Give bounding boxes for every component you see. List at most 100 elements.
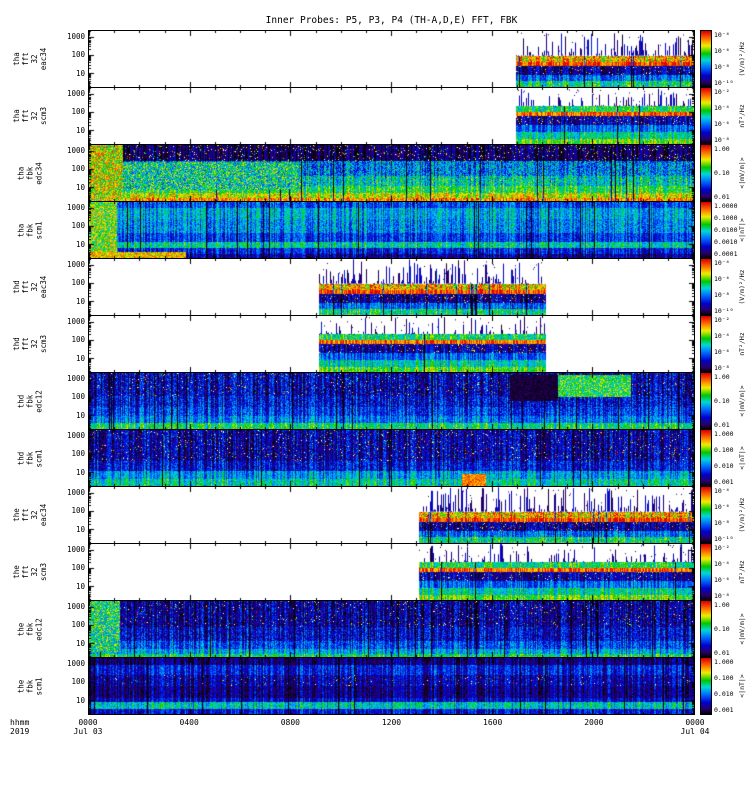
freq-tick-label: 100 [71, 278, 85, 288]
freq-tick-label: 1000 [66, 145, 85, 155]
freq-tick-label: 100 [71, 563, 85, 573]
panel-label-the_fft_32_scm3: the fft 32 scm3 [12, 543, 48, 601]
spectrogram-panel-the_fft_32_eac34 [88, 486, 695, 544]
colorbar-the_fbk_edc12 [700, 600, 712, 658]
freq-tick-label: 100 [71, 221, 85, 231]
panel-label-line: fbk [25, 622, 35, 636]
spectrogram-canvas-tha_fft_32_eac34 [89, 31, 694, 87]
unit-label-tha_fft_32_eac34: (V/m)²/Hz [738, 41, 746, 77]
freq-tick-label: 10 [75, 126, 85, 135]
colorbar-tick-label: 10⁻⁴ [714, 487, 730, 495]
spectrogram-panel-thd_fbk_scm1 [88, 429, 695, 487]
spectrogram-canvas-tha_fbk_scm1 [89, 202, 694, 258]
panel-label-thd_fft_32_eac34: thd fft 32 eac34 [12, 258, 48, 316]
colorbar-tick-label: 10⁻⁶ [714, 47, 730, 55]
freq-tick-label: 100 [71, 392, 85, 402]
colorbar-tick-label: 10⁻¹⁰ [714, 307, 734, 315]
spectrogram-panel-the_fbk_edc12 [88, 600, 695, 658]
panel-label-line: 32 [30, 510, 39, 520]
colorbar-tick-label: 0.001 [714, 478, 734, 486]
unit-label-the_fbk_edc12: <|mV/m|> [738, 613, 746, 645]
panel-label-line: fft [21, 280, 30, 294]
freq-tick-label: 10 [75, 69, 85, 78]
colorbar-canvas [701, 544, 711, 600]
colorbar-tick-label: 1.00 [714, 373, 730, 381]
time-tick-label: 1200 [381, 718, 402, 727]
panel-label-the_fbk_scm1: the fbk scm1 [17, 657, 44, 715]
panel-label-line: the [12, 508, 21, 522]
colorbar-tick-label: 10⁻⁴ [714, 560, 730, 568]
panel-label-tha_fbk_scm1: tha fbk scm1 [17, 201, 44, 259]
unit-label-thd_fft_32_scm3: nT²/Hz [738, 332, 746, 356]
colorbar-tick-label: 0.01 [714, 421, 730, 429]
colorbar-tick-label: 0.01 [714, 193, 730, 201]
freq-tick-label: 1000 [66, 316, 85, 326]
freq-tick-label: 100 [71, 677, 85, 687]
panel-label-line: tha [16, 223, 26, 237]
panel-label-line: fft [21, 52, 30, 66]
colorbar-tick-label: 10⁻⁶ [714, 275, 730, 283]
colorbar-tick-label: 10⁻⁴ [714, 104, 730, 112]
freq-tick-label: 1000 [66, 487, 85, 497]
colorbar-canvas [701, 601, 711, 657]
colorbar-tick-label: 10⁻² [714, 316, 730, 324]
panel-label-tha_fbk_edc34: tha fbk edc34 [17, 144, 44, 202]
colorbar-tick-label: 0.010 [714, 690, 734, 698]
panel-label-line: edc34 [34, 161, 44, 185]
panel-label-the_fft_32_eac34: the fft 32 eac34 [12, 486, 48, 544]
colorbar-canvas [701, 430, 711, 486]
panel-label-line: scm3 [39, 562, 48, 582]
unit-label-tha_fbk_scm1: <|nT|> [738, 218, 746, 242]
spectrogram-canvas-tha_fbk_edc34 [89, 145, 694, 201]
colorbar-canvas [701, 316, 711, 372]
panel-label-line: eac34 [39, 47, 48, 71]
colorbar-tick-label: 1.00 [714, 601, 730, 609]
panel-label-line: the [16, 679, 26, 693]
panel-label-line: thd [12, 337, 21, 351]
time-format-label: hhmm [10, 718, 30, 727]
colorbar-canvas [701, 145, 711, 201]
panel-label-line: the [16, 622, 26, 636]
colorbar-tick-label: 10⁻¹⁰ [714, 79, 734, 87]
freq-tick-label: 100 [71, 506, 85, 516]
spectrogram-canvas-the_fbk_scm1 [89, 658, 694, 714]
freq-tick-label: 10 [75, 468, 85, 477]
panel-label-line: scm1 [34, 676, 44, 696]
freq-tick-label: 100 [71, 620, 85, 630]
spectrogram-panel-thd_fft_32_scm3 [88, 315, 695, 373]
colorbar-canvas [701, 259, 711, 315]
time-tick-label: 1600 [483, 718, 503, 727]
spectrogram-canvas-thd_fbk_edc12 [89, 373, 694, 429]
freq-tick-label: 10 [75, 525, 85, 534]
colorbar-tick-label: 0.100 [714, 446, 734, 454]
panel-label-line: 32 [30, 54, 39, 64]
spectrogram-canvas-thd_fft_32_scm3 [89, 316, 694, 372]
freq-tick-label: 100 [71, 107, 85, 117]
colorbar-tha_fft_32_scm3 [700, 87, 712, 145]
colorbar-the_fft_32_scm3 [700, 543, 712, 601]
time-tick-label: 0000 [78, 718, 98, 727]
spectrogram-canvas-thd_fbk_scm1 [89, 430, 694, 486]
date-start-label: Jul 03 [73, 727, 103, 736]
panel-label-line: fbk [25, 679, 35, 693]
freq-tick-label: 1000 [66, 31, 85, 41]
colorbar-tick-label: 0.1000 [714, 214, 738, 222]
spectrogram-panel-thd_fbk_edc12 [88, 372, 695, 430]
colorbar-tick-label: 10⁻⁶ [714, 348, 730, 356]
panel-label-line: 32 [30, 282, 39, 292]
freq-tick-label: 1000 [66, 601, 85, 611]
date-end-label: Jul 04 [680, 727, 710, 736]
colorbar-tick-label: 0.010 [714, 462, 734, 470]
colorbar-tick-label: 10⁻⁶ [714, 120, 730, 128]
colorbar-tick-label: 10⁻¹⁰ [714, 535, 734, 543]
colorbar-tha_fbk_edc34 [700, 144, 712, 202]
spectrogram-panel-tha_fft_32_eac34 [88, 30, 695, 88]
panel-label-line: tha [12, 52, 21, 66]
freq-tick-label: 10 [75, 582, 85, 591]
panel-label-tha_fft_32_eac34: tha fft 32 eac34 [12, 30, 48, 88]
colorbar-tick-label: 10⁻⁸ [714, 519, 730, 527]
freq-tick-label: 1000 [66, 259, 85, 269]
panel-label-line: scm3 [39, 106, 48, 126]
panel-label-line: edc12 [34, 389, 44, 413]
